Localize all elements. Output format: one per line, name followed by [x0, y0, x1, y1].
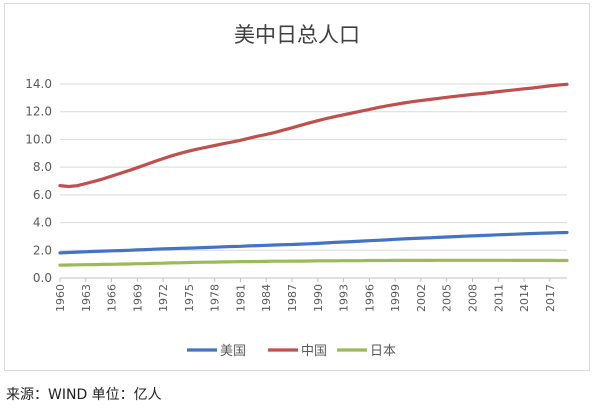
x-tick-label: 2017: [544, 284, 557, 312]
x-tick-label: 1969: [131, 284, 144, 312]
chart-title: 美中日总人口: [234, 23, 360, 47]
x-tick-label: 1993: [338, 284, 351, 312]
x-tick-label: 1960: [54, 284, 67, 312]
y-tick-label: 10.0: [25, 132, 52, 146]
x-tick-label: 1966: [106, 284, 119, 312]
x-tick-label: 2002: [415, 284, 428, 312]
x-tick-label: 2011: [492, 284, 505, 312]
series-line-0: [58, 230, 569, 255]
x-tick-label: 1984: [260, 284, 273, 312]
legend-label-0: 美国: [220, 344, 246, 359]
x-tick-label: 1978: [209, 284, 222, 312]
population-line-chart: 美中日总人口 0.0 2.0 4.0 6.0 8.0 10.0 12.0 14.0 1960 1…: [25, 23, 569, 359]
y-tick-label: 14.0: [25, 77, 52, 91]
y-tick-label: 4.0: [33, 216, 52, 230]
x-tick-label: 1981: [234, 284, 247, 312]
x-tick-label: 1987: [286, 284, 299, 312]
x-tick-label: 2014: [518, 284, 531, 312]
x-tick-label: 1990: [312, 284, 325, 312]
y-tick-label: 12.0: [25, 105, 52, 119]
legend-label-1: 中国: [301, 344, 327, 359]
x-tick-label: 1963: [80, 284, 93, 312]
chart-frame: 美中日总人口 0.0 2.0 4.0 6.0 8.0 10.0 12.0 14.0 1960 1…: [4, 3, 590, 371]
x-tick-label: 1996: [363, 284, 376, 312]
y-tick-label: 8.0: [33, 160, 52, 174]
legend-label-2: 日本: [370, 344, 396, 359]
x-tick-label: 2005: [441, 284, 454, 312]
y-tick-label: 2.0: [33, 243, 52, 257]
series-line-1: [58, 82, 569, 189]
y-tick-label: 6.0: [33, 188, 52, 202]
y-tick-label: 0.0: [33, 271, 52, 285]
source-note: 来源：WIND 单位：亿人: [6, 387, 162, 403]
x-tick-label: 1999: [389, 284, 402, 312]
x-tick-label: 2008: [466, 284, 479, 312]
x-tick-label: 1975: [183, 284, 196, 312]
x-tick-label: 1972: [157, 284, 170, 312]
series-line-2: [58, 258, 569, 267]
